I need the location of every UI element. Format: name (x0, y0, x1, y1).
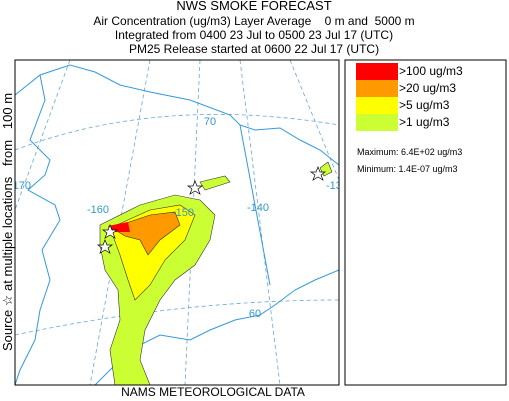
legend-swatch (356, 63, 398, 80)
footer: NAMS METEOROLOGICAL DATA (121, 385, 305, 399)
title: NWS SMOKE FORECAST (176, 0, 331, 13)
smoke-plume (111, 211, 181, 256)
map-label: -150 (172, 207, 194, 219)
coastline (15, 64, 339, 166)
graticule (289, 60, 339, 181)
map-label: 60 (249, 308, 261, 320)
minimum: Minimum: 1.4E-07 ug/m3 (357, 164, 458, 174)
coastline (15, 74, 61, 385)
subtitle: Integrated from 0400 23 Jul to 0500 23 J… (115, 28, 393, 42)
graticule (15, 299, 339, 336)
legend-swatch (356, 97, 398, 114)
legend-label: >20 ug/m3 (399, 81, 456, 95)
map-frame (14, 59, 340, 386)
maximum: Maximum: 6.4E+02 ug/m3 (357, 147, 462, 157)
map-label: 70 (204, 116, 216, 128)
source-label: Source ☆ at multiple locations from 100 … (0, 93, 15, 351)
legend-label: >1 ug/m3 (399, 115, 450, 129)
legend-swatch (356, 80, 398, 97)
legend-swatch (356, 114, 398, 131)
legend-box (344, 59, 507, 386)
legend-label: >100 ug/m3 (399, 64, 463, 78)
map-label: -140 (247, 202, 269, 214)
border (239, 124, 271, 286)
map-label: -170 (9, 180, 31, 192)
map: 70 -170 -160 -150 -140 -130 60 (9, 60, 348, 385)
source-stars (96, 166, 327, 254)
legend-label: >5 ug/m3 (399, 98, 450, 112)
subtitle: Air Concentration (ug/m3) Layer Average … (93, 14, 414, 28)
graticule (15, 114, 339, 151)
smoke-plume (199, 175, 231, 191)
map-label: -130 (326, 180, 348, 192)
graticule (89, 60, 151, 385)
subtitle: PM25 Release started at 0600 22 Jul 17 (… (129, 42, 379, 56)
smoke-plume (108, 222, 130, 232)
graticule (239, 60, 281, 385)
graticule (15, 60, 71, 211)
map-label: -160 (87, 204, 109, 216)
